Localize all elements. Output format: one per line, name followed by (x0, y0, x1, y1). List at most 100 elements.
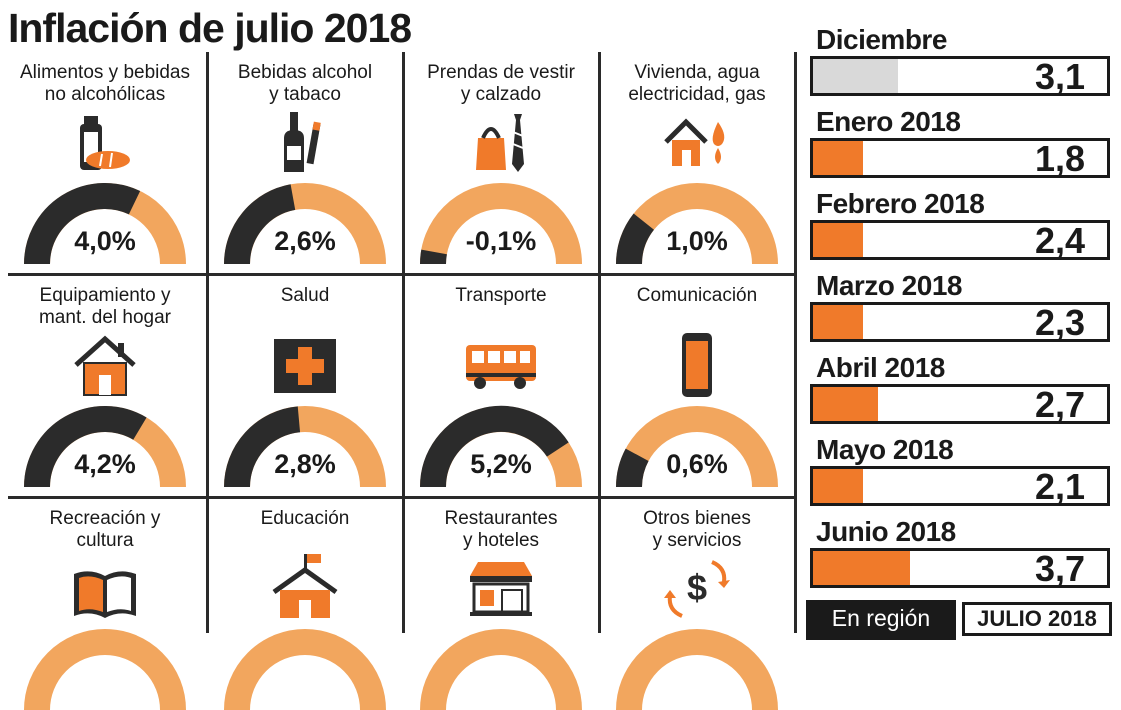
medical-cross-icon (274, 339, 336, 393)
gauge-value: 4,0% (74, 226, 136, 256)
category-tile: Salud 2,8% (208, 275, 402, 487)
school-icon (272, 554, 338, 618)
monthly-bars: Diciembre 3,1 Enero 2018 1,8 Febrero 2018 2,4… (806, 0, 1121, 633)
svg-text:$: $ (687, 567, 707, 608)
gauge (224, 406, 386, 487)
grid-divider (206, 52, 209, 633)
month-bar-fill (813, 551, 911, 585)
gauge-fill (420, 249, 447, 264)
gauge-track (616, 629, 778, 710)
month-label: Abril 2018 (816, 352, 945, 383)
gauge-fill (419, 405, 569, 487)
month-bar-fill (813, 305, 863, 339)
month-label: Diciembre (816, 24, 947, 55)
month-bar-fill (813, 223, 863, 257)
grid-divider (794, 52, 797, 633)
month-bar-fill (813, 387, 878, 421)
category-label: Alimentos y bebidas no alcohólicas (19, 62, 191, 105)
category-label: Prendas de vestir y calzado (427, 62, 575, 105)
month-value: 1,8 (1034, 138, 1085, 179)
gauge (616, 406, 778, 487)
house-flame-icon (664, 118, 725, 166)
grid-divider (402, 52, 405, 633)
month-value: 2,1 (1034, 466, 1085, 507)
month-label: Enero 2018 (816, 106, 961, 137)
month-bar: 1,8 (810, 138, 1110, 178)
category-label: Educación (260, 508, 350, 529)
gauge-value: 4,2% (74, 449, 136, 479)
month-value: 2,7 (1034, 384, 1085, 425)
grid-divider (8, 273, 797, 276)
month-badge: JULIO 2018 (962, 602, 1112, 636)
gauge (24, 629, 186, 710)
gauge-track (420, 183, 582, 264)
month-bar-fill (813, 59, 899, 93)
gauge (24, 183, 186, 264)
gauge (420, 629, 582, 710)
bus-icon (466, 345, 536, 389)
gauge-fill (24, 406, 147, 487)
month-label: Marzo 2018 (816, 270, 962, 301)
category-tile: Vivienda, agua electricidad, gas 1,0% (600, 52, 794, 264)
house-icon (74, 335, 136, 396)
category-label: Vivienda, agua electricidad, gas (628, 62, 766, 105)
category-label: Restaurantes y hoteles (444, 508, 558, 551)
gauge-value: 2,6% (274, 226, 336, 256)
category-label: Equipamiento y mant. del hogar (38, 285, 172, 328)
gauge (224, 629, 386, 710)
category-tile: Otros bienes y servicios $ (600, 498, 794, 710)
month-bar: 2,4 (810, 220, 1110, 260)
category-tile: Transporte 5,2% (404, 275, 598, 487)
milk-bread-icon (80, 116, 130, 170)
region-button[interactable]: En región (806, 600, 956, 640)
category-tile: Alimentos y bebidas no alcohólicas 4,0% (8, 52, 202, 264)
category-tile: Bebidas alcohol y tabaco 2,6% (208, 52, 402, 264)
month-label: Febrero 2018 (816, 188, 985, 219)
gauge-value: 2,8% (274, 449, 336, 479)
gauge (615, 183, 778, 264)
month-bar-fill (813, 141, 863, 175)
smartphone-icon (682, 333, 712, 397)
gauge-value: 5,2% (470, 449, 532, 479)
dollar-arrows-icon: $ (664, 560, 730, 618)
category-label: Recreación y cultura (49, 508, 161, 551)
gauge-value: -0,1% (465, 226, 537, 256)
month-label: Junio 2018 (816, 516, 956, 547)
category-label: Comunicación (636, 285, 758, 306)
month-bar: 2,1 (810, 466, 1110, 506)
category-tile: Educación (208, 498, 402, 710)
gauge-fill (24, 183, 141, 264)
page-title: Inflación de julio 2018 (8, 5, 412, 51)
category-tile: Equipamiento y mant. del hogar 4,2% (8, 275, 202, 487)
grid-divider (598, 52, 601, 633)
gauge (24, 406, 186, 487)
gauge (420, 183, 582, 264)
category-label: Salud (280, 285, 330, 306)
gauge (224, 183, 386, 264)
month-bar: 3,7 (810, 548, 1110, 588)
month-value: 2,4 (1034, 220, 1085, 261)
month-bar: 3,1 (810, 56, 1110, 96)
category-label: Otros bienes y servicios (643, 508, 751, 551)
month-bar-fill (813, 469, 863, 503)
gauge-fill (224, 184, 296, 264)
bag-tie-icon (476, 114, 524, 172)
month-value: 3,1 (1034, 56, 1085, 97)
grid-divider (8, 496, 797, 499)
gauge-value: 1,0% (666, 226, 728, 256)
gauge-track (24, 629, 186, 710)
category-tile: Recreación y cultura (8, 498, 202, 710)
month-bar: 2,7 (810, 384, 1110, 424)
gauge (419, 405, 582, 487)
category-tile: Restaurantes y hoteles (404, 498, 598, 710)
category-tile: Prendas de vestir y calzado -0,1% (404, 52, 598, 264)
gauge-value: 0,6% (666, 449, 728, 479)
month-bar: 2,3 (810, 302, 1110, 342)
book-icon (74, 571, 136, 618)
gauge-track (224, 629, 386, 710)
store-icon (470, 562, 532, 616)
month-value: 2,3 (1034, 302, 1085, 343)
gauge-track (420, 629, 582, 710)
category-label: Transporte (455, 285, 547, 306)
month-value: 3,7 (1034, 548, 1085, 589)
